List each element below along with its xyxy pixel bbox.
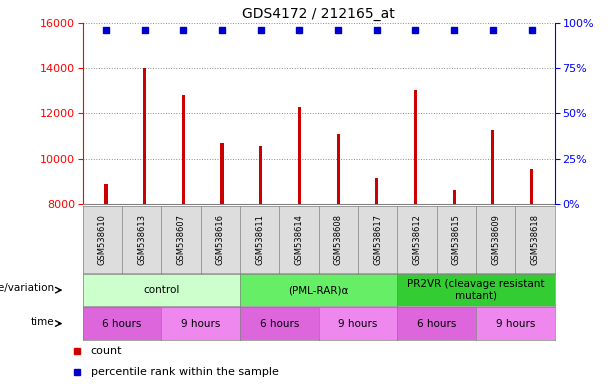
Text: GSM538611: GSM538611: [255, 214, 264, 265]
Text: time: time: [31, 317, 54, 327]
Text: GSM538609: GSM538609: [491, 214, 500, 265]
Text: (PML-RAR)α: (PML-RAR)α: [289, 285, 349, 295]
Text: genotype/variation: genotype/variation: [0, 283, 54, 293]
Text: count: count: [91, 346, 122, 356]
Bar: [375, 178, 378, 204]
Bar: [298, 107, 301, 204]
Bar: [259, 146, 262, 204]
Bar: [530, 169, 533, 204]
Bar: [182, 95, 185, 204]
Bar: [414, 90, 417, 204]
Title: GDS4172 / 212165_at: GDS4172 / 212165_at: [242, 7, 395, 21]
Bar: [491, 131, 495, 204]
Text: 6 hours: 6 hours: [417, 318, 457, 329]
Text: GSM538614: GSM538614: [295, 214, 303, 265]
Text: GSM538615: GSM538615: [452, 214, 461, 265]
Text: 9 hours: 9 hours: [496, 318, 535, 329]
Text: GSM538610: GSM538610: [98, 214, 107, 265]
Text: GSM538616: GSM538616: [216, 214, 225, 265]
Bar: [337, 134, 340, 204]
Text: control: control: [143, 285, 180, 295]
Text: GSM538617: GSM538617: [373, 214, 383, 265]
Text: GSM538608: GSM538608: [334, 214, 343, 265]
Bar: [104, 184, 107, 204]
Bar: [452, 190, 455, 204]
Text: PR2VR (cleavage resistant
mutant): PR2VR (cleavage resistant mutant): [408, 279, 545, 301]
Text: GSM538613: GSM538613: [137, 214, 147, 265]
Bar: [143, 68, 147, 204]
Text: 6 hours: 6 hours: [102, 318, 142, 329]
Text: 9 hours: 9 hours: [338, 318, 378, 329]
Text: 6 hours: 6 hours: [260, 318, 299, 329]
Text: percentile rank within the sample: percentile rank within the sample: [91, 367, 278, 377]
Bar: [221, 143, 224, 204]
Text: GSM538607: GSM538607: [177, 214, 186, 265]
Text: GSM538612: GSM538612: [413, 214, 422, 265]
Text: GSM538618: GSM538618: [531, 214, 539, 265]
Text: 9 hours: 9 hours: [181, 318, 221, 329]
